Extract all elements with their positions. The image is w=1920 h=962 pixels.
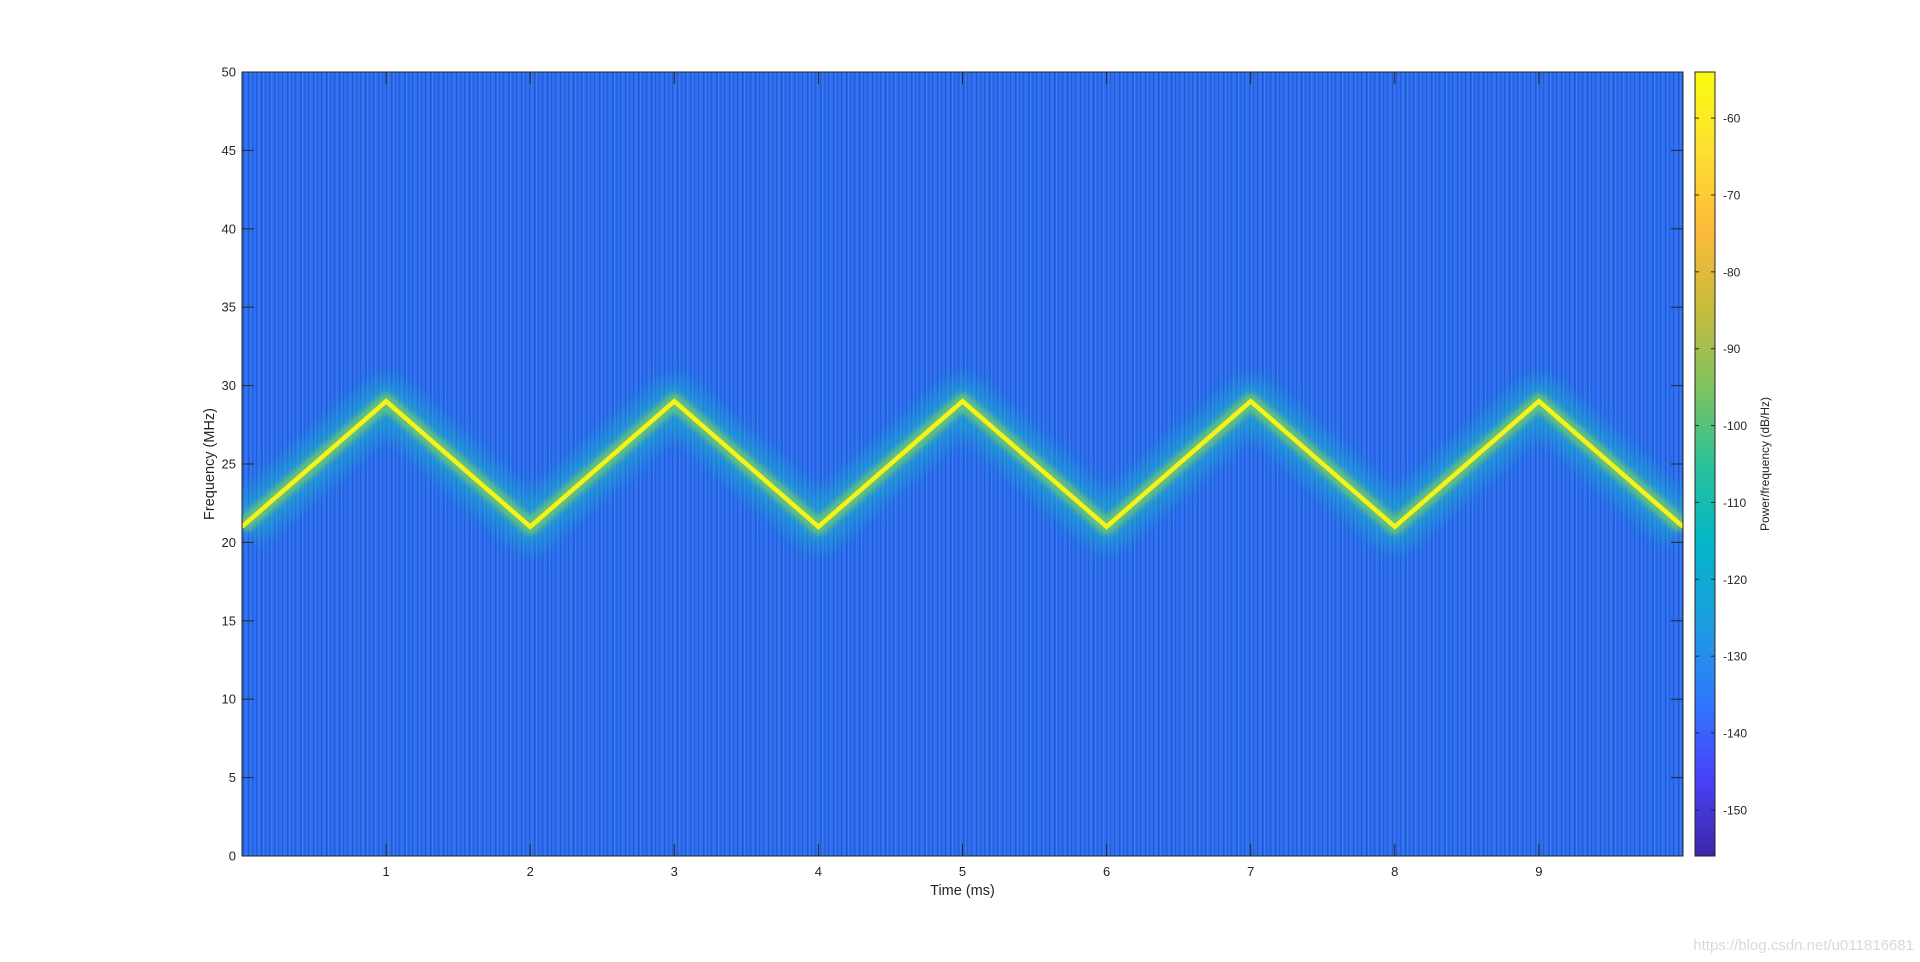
y-tick-label: 30 bbox=[222, 378, 236, 393]
colorbar-tick-label: -110 bbox=[1723, 496, 1746, 510]
y-tick-label: 45 bbox=[222, 143, 236, 158]
x-tick-label: 7 bbox=[1247, 864, 1254, 879]
y-tick-label: 0 bbox=[229, 849, 236, 864]
colorbar-tick-label: -140 bbox=[1723, 727, 1747, 741]
y-tick-label: 25 bbox=[222, 457, 236, 472]
x-axis-label: Time (ms) bbox=[930, 883, 995, 899]
colorbar-tick-label: -130 bbox=[1723, 650, 1747, 664]
chirp-trace-line bbox=[242, 398, 1683, 530]
x-tick-label: 4 bbox=[815, 864, 822, 879]
x-tick-label: 5 bbox=[959, 864, 966, 879]
colorbar-label: Power/frequency (dB/Hz) bbox=[1758, 397, 1772, 531]
chirp-trace-group bbox=[242, 378, 1683, 550]
colorbar-tick-label: -80 bbox=[1723, 265, 1741, 279]
y-tick-label: 40 bbox=[222, 221, 236, 236]
colorbar-tick-label: -70 bbox=[1723, 188, 1741, 202]
colorbar-tick-label: -90 bbox=[1723, 342, 1741, 356]
y-axis-label: Frequency (MHz) bbox=[202, 408, 218, 520]
x-tick-label: 3 bbox=[671, 864, 678, 879]
x-tick-label: 2 bbox=[527, 864, 534, 879]
colorbar-tick-label: -150 bbox=[1723, 803, 1747, 817]
x-tick-label: 8 bbox=[1391, 864, 1398, 879]
y-tick-label: 35 bbox=[222, 300, 236, 315]
x-tick-label: 1 bbox=[382, 864, 389, 879]
x-tick-label: 6 bbox=[1103, 864, 1110, 879]
y-tick-label: 5 bbox=[229, 770, 236, 785]
y-tick-label: 50 bbox=[222, 65, 236, 80]
x-tick-label: 9 bbox=[1535, 864, 1542, 879]
colorbar-tick-label: -120 bbox=[1723, 573, 1747, 587]
y-tick-label: 20 bbox=[222, 535, 236, 550]
y-tick-label: 15 bbox=[222, 613, 236, 628]
colorbar bbox=[1694, 71, 1716, 857]
y-tick-label: 10 bbox=[222, 692, 236, 707]
colorbar-tick-label: -60 bbox=[1723, 112, 1741, 126]
colorbar-tick-label: -100 bbox=[1723, 419, 1747, 433]
watermark: https://blog.csdn.net/u011816681 bbox=[1693, 937, 1914, 954]
